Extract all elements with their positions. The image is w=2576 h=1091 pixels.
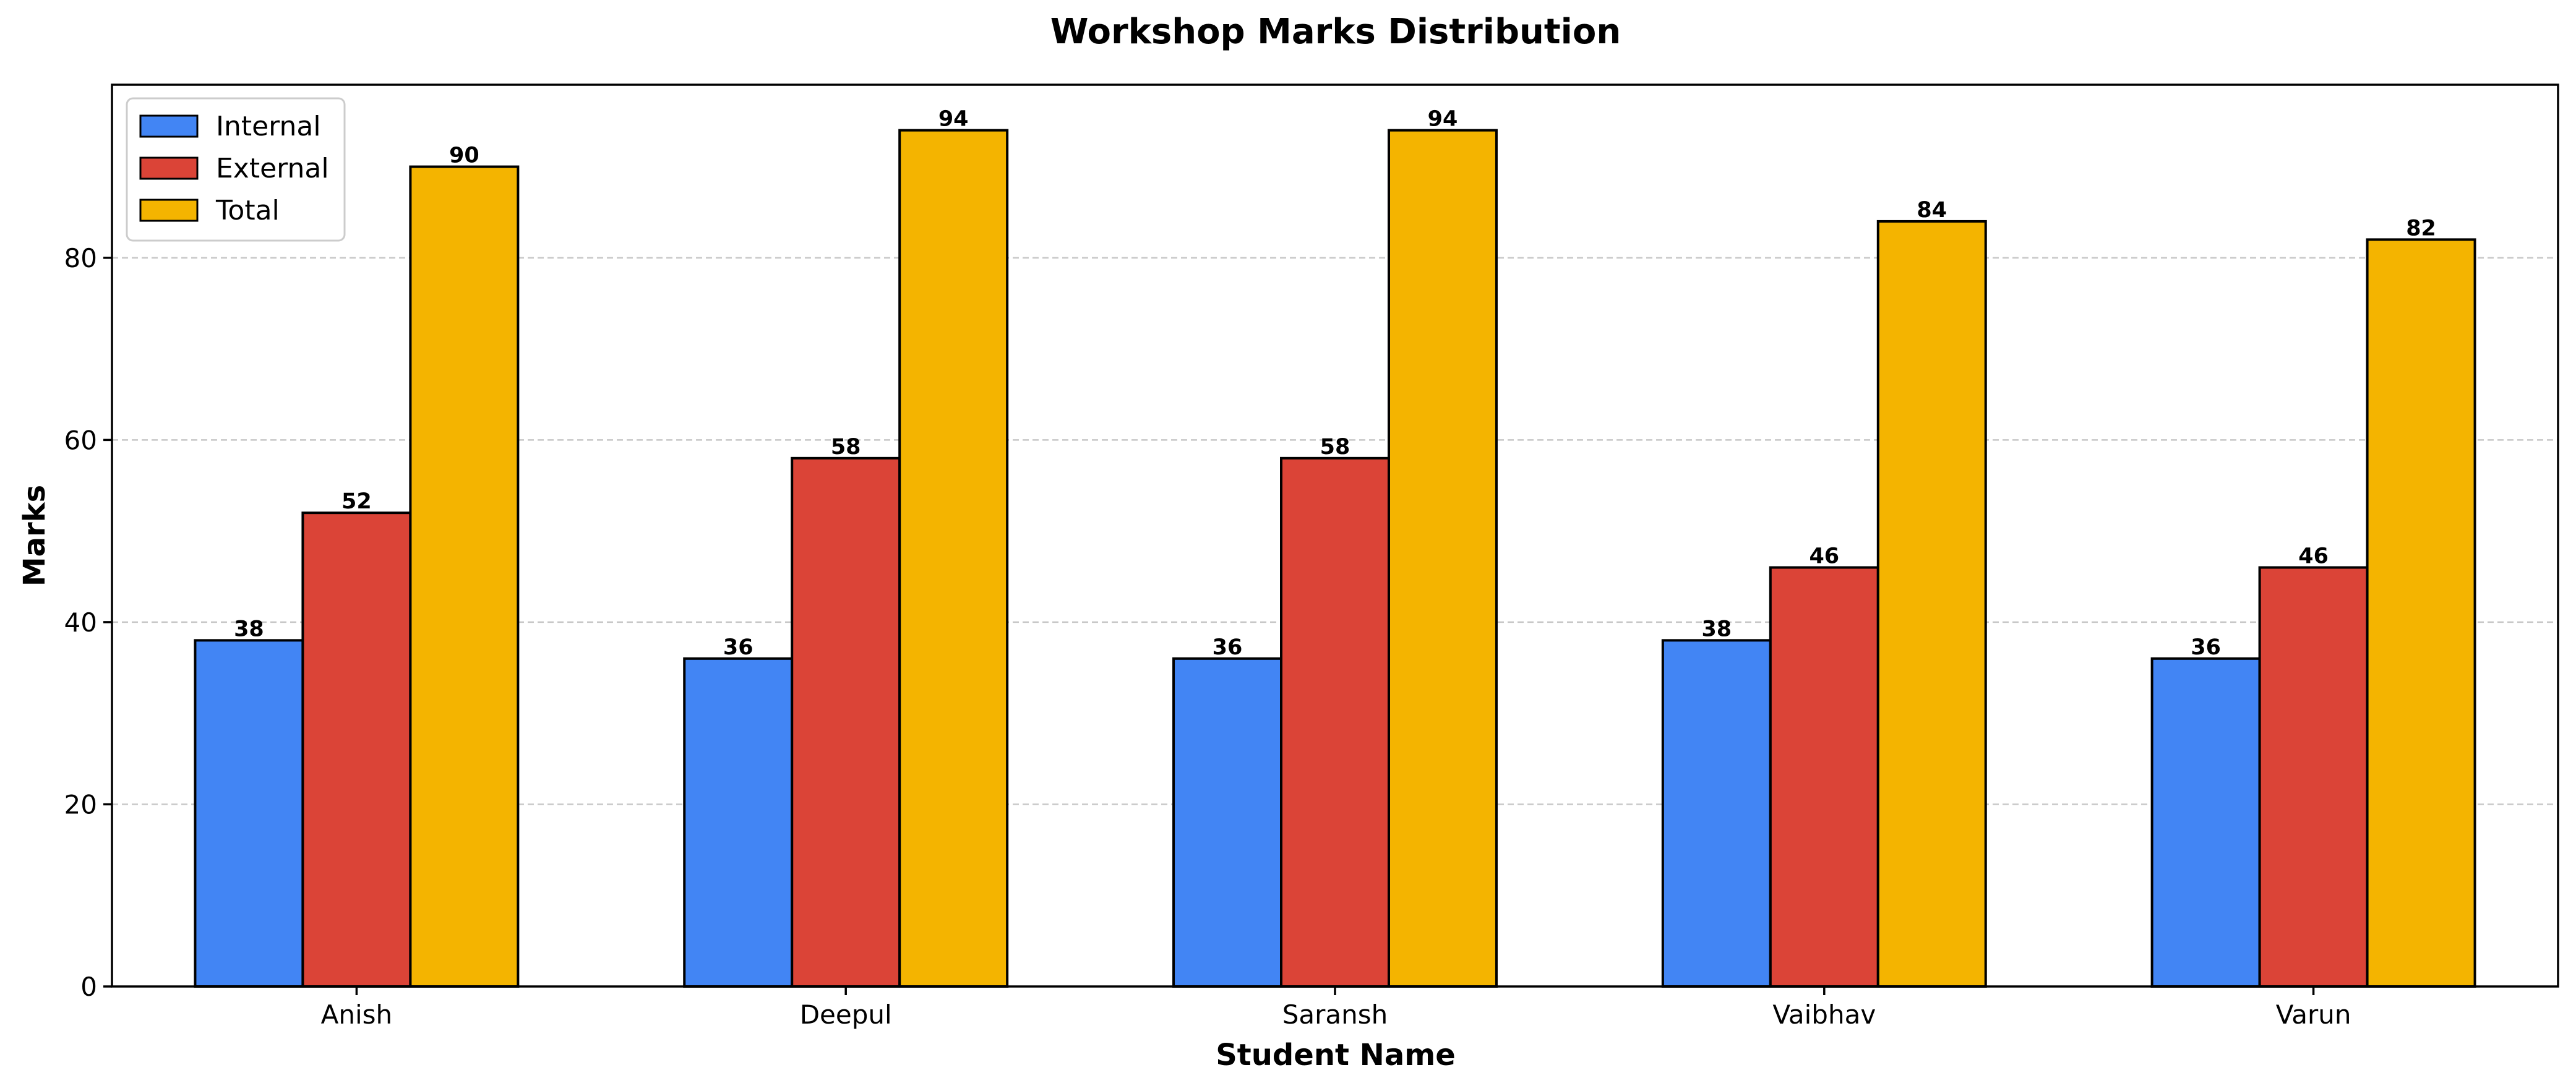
bar-internal-vaibhav [1661,639,1772,988]
x-tick-label: Anish [321,999,393,1030]
data-label: 38 [234,617,264,641]
data-label: 94 [1428,107,1458,132]
data-label: 82 [2406,216,2436,241]
bar-external-vaibhav [1769,566,1879,988]
legend-swatch-internal [139,114,199,138]
bar-internal-deepul [683,657,794,988]
y-tick-label: 0 [80,972,97,1002]
x-axis-ticks: Anish Deepul Saransh Vaibhav Varun [321,986,2351,1030]
legend-swatch-external [139,156,199,180]
data-label: 36 [1213,635,1243,660]
y-tick-label: 20 [64,789,97,819]
data-label: 94 [938,107,969,132]
data-label: 36 [723,635,753,660]
bar-internal-varun [2150,657,2261,988]
x-axis-label: Student Name [1216,1038,1456,1072]
bar-external-anish [301,511,412,988]
bar-internal-saransh [1172,657,1283,988]
data-label: 38 [1701,617,1732,641]
x-tick-label: Vaibhav [1772,999,1876,1030]
legend-label-internal: Internal [216,111,321,142]
bar-total-vaibhav [1876,220,1987,988]
y-axis-label: Marks [17,485,52,586]
data-label: 58 [831,435,861,460]
bar-external-saransh [1280,456,1390,988]
bar-total-anish [409,165,520,988]
y-axis-ticks: 0 20 40 60 80 [64,243,112,1002]
legend-swatch-total [139,199,199,222]
data-label: 90 [449,143,479,168]
bar-total-deepul [898,129,1009,988]
bar-external-deepul [791,456,901,988]
bar-internal-anish [194,639,304,988]
data-label: 52 [341,489,372,514]
bars [194,129,2476,988]
y-tick-label: 40 [64,607,97,638]
data-label: 46 [2298,544,2329,569]
x-tick-label: Saransh [1282,999,1388,1030]
data-label: 84 [1917,198,1947,223]
bar-total-varun [2366,238,2476,988]
data-labels: 38 52 90 36 58 94 36 58 94 38 46 84 36 46 82 [234,107,2436,660]
y-tick-label: 80 [64,243,97,273]
data-label: 58 [1320,435,1350,460]
legend: Internal External Total [126,97,346,242]
bar-external-varun [2258,566,2369,988]
x-tick-label: Deepul [800,999,892,1030]
legend-label-total: Total [215,195,280,226]
x-tick-label: Varun [2276,999,2351,1030]
bar-total-saransh [1387,129,1498,988]
legend-label-external: External [216,153,329,184]
y-tick-label: 60 [64,425,97,455]
chart-title: Workshop Marks Distribution [1050,12,1621,52]
data-label: 36 [2191,635,2221,660]
data-label: 46 [1809,544,1839,569]
